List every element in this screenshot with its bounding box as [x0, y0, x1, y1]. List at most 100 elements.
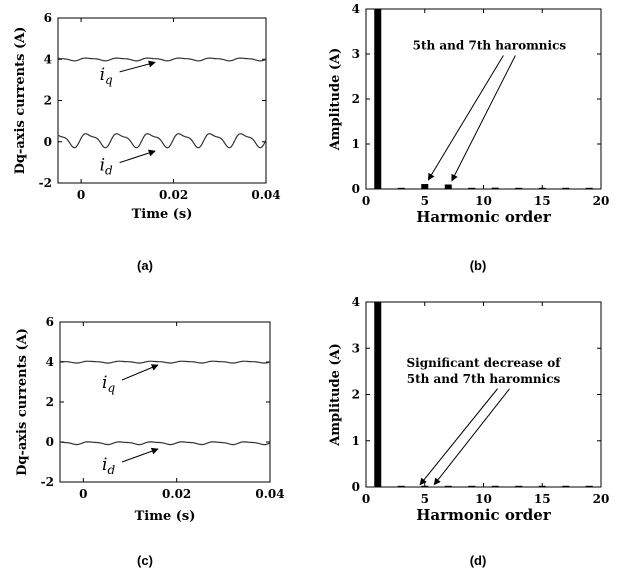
series-line-id — [57, 133, 267, 149]
y-tick-label: 3 — [352, 47, 360, 61]
bar-h9 — [468, 485, 476, 487]
annotation-arrow — [119, 60, 156, 73]
series-label-subscript: d — [105, 164, 113, 178]
bar-h19 — [585, 485, 593, 487]
bar-h5 — [421, 184, 429, 189]
annotation-arrow — [427, 55, 504, 181]
annotation-text: 5th and 7th haromnics — [407, 372, 561, 386]
series-line-iq — [59, 360, 271, 364]
bar-h15 — [538, 187, 546, 189]
y-tick-label: 2 — [352, 92, 360, 106]
bar-h17 — [562, 485, 570, 487]
bar-h1 — [374, 9, 382, 189]
bar-h15 — [538, 485, 546, 487]
y-tick-label: 2 — [352, 388, 360, 402]
series-label: iq — [100, 65, 113, 87]
y-tick-label: 6 — [44, 11, 52, 25]
x-tick-label: 20 — [593, 492, 610, 506]
x-axis-label: Harmonic order — [416, 208, 552, 226]
y-tick-label: 4 — [46, 355, 54, 369]
y-axis-label: Dq-axis currents (A) — [15, 328, 30, 476]
y-tick-label: 2 — [44, 94, 52, 108]
panel-c: -2 0 2 4 6 0 0.02 0.04 Dq-axis currents (A) Time … — [15, 315, 285, 568]
x-tick-label: 10 — [475, 492, 492, 506]
panel-caption: (b) — [470, 258, 487, 273]
y-tick-label: -2 — [41, 475, 54, 489]
annotation-arrow — [419, 388, 498, 486]
bar-h1 — [374, 302, 382, 487]
annotation-arrow — [119, 149, 156, 164]
y-tick-label: 1 — [352, 137, 360, 151]
x-tick-label: 0 — [79, 487, 87, 501]
x-axis-label: Time (s) — [132, 207, 193, 222]
x-tick-label: 0.02 — [159, 188, 188, 202]
series-line-id — [59, 441, 271, 446]
x-tick-label: 5 — [421, 194, 429, 208]
bar-h3 — [397, 485, 405, 487]
annotation-text: Significant decrease of — [407, 356, 562, 370]
y-tick-label: 6 — [46, 315, 54, 329]
panel-caption: (d) — [470, 553, 487, 568]
y-tick-label: 4 — [352, 295, 360, 309]
y-axis-label: Amplitude (A) — [328, 343, 343, 447]
bar-h5 — [421, 485, 429, 487]
x-tick-label: 5 — [421, 492, 429, 506]
x-tick-label: 0.04 — [255, 487, 284, 501]
plot-frame — [59, 321, 271, 483]
y-tick-label: -2 — [39, 176, 52, 190]
annotation-arrow — [433, 388, 510, 486]
series-label-subscript: d — [107, 463, 115, 477]
y-tick-label: 4 — [44, 52, 52, 66]
y-tick-label: 1 — [352, 434, 360, 448]
series-label-main: i — [102, 373, 107, 393]
series-label-subscript: q — [107, 381, 115, 395]
plot-frame — [57, 17, 267, 184]
series-label-subscript: q — [105, 73, 113, 87]
panel-caption: (a) — [137, 258, 153, 273]
bar-h9 — [468, 187, 476, 189]
bar-h3 — [397, 187, 405, 189]
annotation-text: 5th and 7th haromnics — [413, 39, 567, 53]
series-line-iq — [57, 57, 267, 62]
x-tick-label: 0.02 — [162, 487, 191, 501]
y-tick-label: 0 — [352, 480, 360, 494]
bar-h11 — [491, 485, 499, 487]
y-tick-label: 3 — [352, 341, 360, 355]
y-axis-label: Dq-axis currents (A) — [13, 27, 28, 175]
panel-b: 0 1 2 3 4 0 5 10 15 20 Amplitude (A) Harmonic order… — [328, 2, 609, 273]
y-tick-label: 4 — [352, 2, 360, 16]
y-tick-label: 0 — [46, 435, 54, 449]
bar-h13 — [515, 187, 523, 189]
y-tick-label: 0 — [44, 135, 52, 149]
series-label-main: i — [102, 455, 107, 475]
x-tick-label: 0.04 — [251, 188, 280, 202]
panel-d: 0 1 2 3 4 0 5 10 15 20 Amplitude (A) Harmonic order… — [328, 295, 609, 568]
y-tick-label: 2 — [46, 395, 54, 409]
x-tick-label: 15 — [534, 492, 551, 506]
series-label-main: i — [100, 65, 105, 85]
series-label: iq — [102, 373, 115, 395]
bar-h19 — [585, 187, 593, 189]
x-tick-label: 20 — [593, 194, 610, 208]
x-tick-label: 0 — [77, 188, 85, 202]
panel-a: -2 0 2 4 6 0 0.02 0.04 Dq-axis currents (A) Time … — [13, 11, 281, 273]
bar-h7 — [444, 184, 452, 189]
x-axis-label: Harmonic order — [416, 506, 552, 524]
y-axis-label: Amplitude (A) — [328, 48, 343, 152]
series-label: id — [102, 455, 115, 477]
plot-frame — [365, 8, 602, 190]
x-tick-label: 15 — [534, 194, 551, 208]
x-tick-label: 0 — [362, 194, 370, 208]
annotation-arrow — [121, 364, 159, 381]
series-label-main: i — [100, 156, 105, 176]
bar-h7 — [444, 485, 452, 487]
y-tick-label: 0 — [352, 182, 360, 196]
bar-h17 — [562, 187, 570, 189]
bar-h11 — [491, 187, 499, 189]
x-tick-label: 0 — [362, 492, 370, 506]
x-tick-label: 10 — [475, 194, 492, 208]
bar-h13 — [515, 485, 523, 487]
annotation-arrow — [451, 55, 516, 182]
annotation-arrow — [121, 447, 159, 463]
